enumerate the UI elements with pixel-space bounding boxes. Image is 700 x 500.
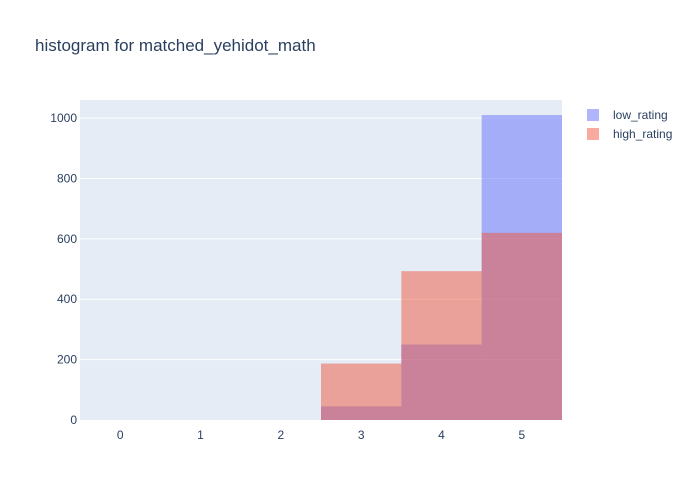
y-axis: 0 200 400 600 800 1000 — [50, 111, 77, 427]
bar-high-rating[interactable] — [321, 363, 402, 420]
y-tick-label: 400 — [57, 292, 77, 306]
x-tick-label: 2 — [277, 428, 284, 442]
legend-swatch[interactable] — [587, 128, 599, 140]
legend-label[interactable]: low_rating — [613, 108, 668, 122]
y-tick-label: 800 — [57, 171, 77, 185]
y-tick-label: 0 — [70, 413, 77, 427]
y-tick-label: 200 — [57, 353, 77, 367]
bar-high-rating[interactable] — [481, 232, 562, 420]
bars-layer — [321, 115, 562, 421]
legend[interactable]: low_rating high_rating — [587, 108, 672, 141]
x-tick-label: 5 — [518, 428, 525, 442]
x-axis: 0 1 2 3 4 5 — [117, 428, 526, 442]
x-tick-label: 4 — [438, 428, 445, 442]
bar-high-rating[interactable] — [401, 271, 482, 420]
legend-label[interactable]: high_rating — [613, 127, 672, 141]
x-tick-label: 1 — [197, 428, 204, 442]
x-tick-label: 3 — [358, 428, 365, 442]
legend-swatch[interactable] — [587, 109, 599, 121]
chart-title: histogram for matched_yehidot_math — [35, 36, 316, 55]
y-tick-label: 600 — [57, 232, 77, 246]
y-tick-label: 1000 — [50, 111, 77, 125]
x-tick-label: 0 — [117, 428, 124, 442]
